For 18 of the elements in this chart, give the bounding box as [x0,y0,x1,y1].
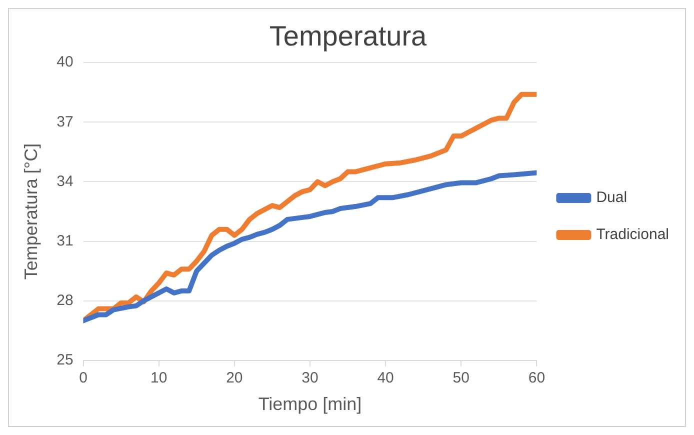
x-tick-label: 60 [528,370,546,387]
y-tick-label: 40 [56,54,74,71]
x-tick-label: 0 [79,370,88,387]
x-tick-label: 50 [452,370,470,387]
legend-label: Tradicional [596,226,669,244]
x-tick-label: 10 [150,370,168,387]
x-tick-label: 20 [226,370,243,387]
y-axis-title: Temperatura [°C] [20,143,41,280]
y-tick-label: 31 [56,232,74,250]
x-axis-title: Tiempo [min] [258,394,362,414]
x-tick-label: 30 [302,370,318,387]
y-tick-label: 25 [56,352,74,369]
y-tick-label: 37 [56,113,74,130]
x-tick-label: 40 [377,370,394,387]
chart-title: Temperatura [269,20,428,52]
y-tick-label: 28 [56,292,74,309]
legend-label: Dual [596,189,628,206]
y-tick-label: 34 [56,172,74,190]
